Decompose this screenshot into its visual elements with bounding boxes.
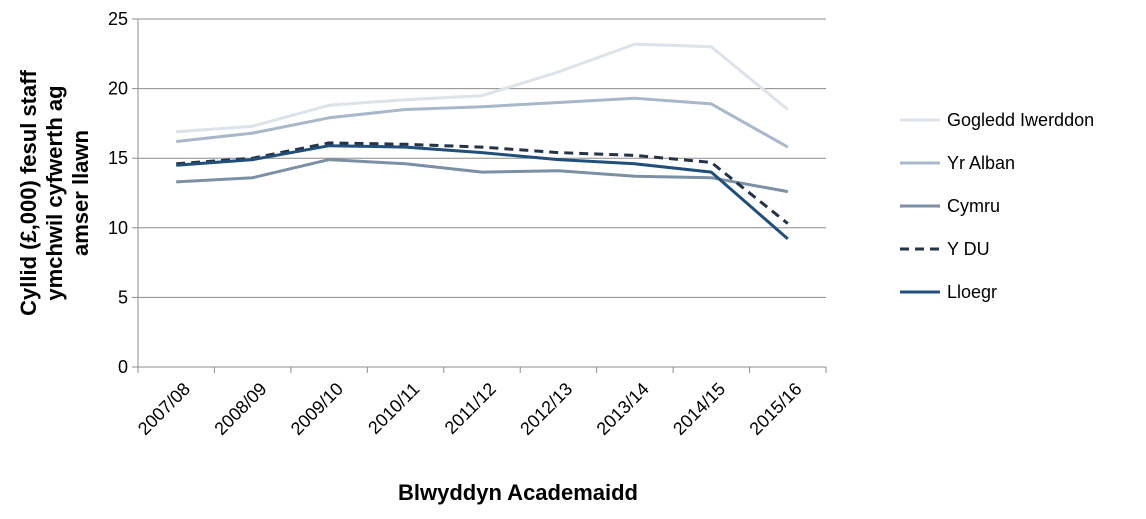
x-tick-label: 2015/16 bbox=[745, 379, 805, 439]
x-tick-label: 2010/11 bbox=[364, 379, 423, 438]
y-axis-title-line: Cyllid (£,000) fesul staff bbox=[16, 69, 41, 315]
axis-labels: Blwyddyn Academaidd Cyllid (£,000) fesul … bbox=[16, 69, 638, 505]
legend-item: Cymru bbox=[900, 196, 1000, 216]
legend-item: Yr Alban bbox=[900, 153, 1015, 173]
x-tick-label: 2009/10 bbox=[287, 379, 347, 439]
series-line-gogledd-iwerddon bbox=[176, 42, 789, 134]
y-tick-label: 20 bbox=[108, 79, 128, 99]
y-tick-label: 10 bbox=[108, 218, 128, 238]
legend-label: Lloegr bbox=[947, 282, 997, 302]
x-tick-label: 2013/14 bbox=[593, 379, 653, 439]
y-tick-label: 25 bbox=[108, 9, 128, 29]
x-tick-label: 2008/09 bbox=[210, 379, 270, 439]
legend-label: Gogledd Iwerddon bbox=[947, 110, 1094, 130]
legend-label: Yr Alban bbox=[947, 153, 1015, 173]
legend: Gogledd Iwerddon Yr Alban Cymru Y DU Lloegr bbox=[900, 110, 1094, 302]
legend-item: Y DU bbox=[900, 239, 990, 259]
x-tick-label: 2012/13 bbox=[516, 379, 576, 439]
series-line-yr-alban bbox=[176, 96, 789, 149]
series-line-y-du bbox=[176, 141, 789, 225]
series-line-lloegr bbox=[176, 144, 789, 241]
y-axis-title-line: amser llawn bbox=[68, 130, 93, 256]
series-line-cymru bbox=[176, 158, 789, 194]
y-tick-label: 5 bbox=[118, 287, 128, 307]
x-tick-label: 2011/12 bbox=[441, 379, 500, 438]
y-tick-label: 0 bbox=[118, 357, 128, 377]
y-axis-title-line: ymchwil cyfwerth ag bbox=[42, 85, 67, 300]
x-tick-label: 2014/15 bbox=[669, 379, 729, 439]
y-tick-label: 15 bbox=[108, 148, 128, 168]
legend-item: Lloegr bbox=[900, 282, 997, 302]
series-lines bbox=[176, 42, 789, 241]
x-axis-title: Blwyddyn Academaidd bbox=[398, 480, 638, 505]
legend-label: Cymru bbox=[947, 196, 1000, 216]
x-tick-label: 2007/08 bbox=[134, 379, 194, 439]
axes: 0 5 10 15 20 25 2007/08 2008/09 2009/10 2010/11 20… bbox=[108, 9, 827, 439]
legend-label: Y DU bbox=[947, 239, 990, 259]
legend-item: Gogledd Iwerddon bbox=[900, 110, 1094, 130]
